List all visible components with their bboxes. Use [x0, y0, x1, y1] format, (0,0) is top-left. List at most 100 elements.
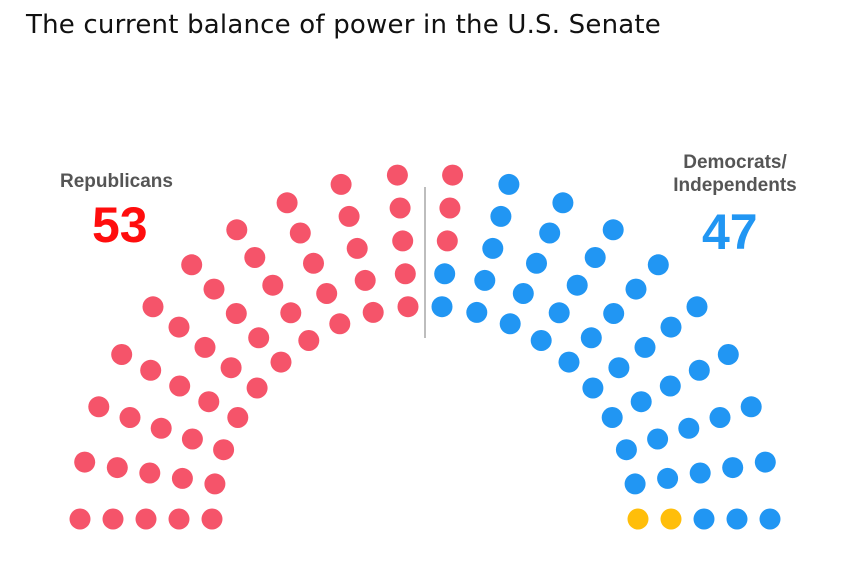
democrat-seat	[499, 313, 521, 335]
democrat-seat	[759, 508, 781, 530]
republican-seat	[111, 344, 133, 365]
republican-seat	[262, 274, 284, 296]
democrats-label-line: Democrats/	[683, 152, 787, 173]
democrat-seat	[530, 330, 552, 351]
republican-seat	[140, 359, 162, 381]
republican-seat	[439, 197, 461, 219]
democrat-seat	[717, 344, 739, 365]
democrat-seat	[688, 359, 710, 381]
democrat-seat	[602, 219, 624, 241]
democrats-independents-count: 47	[702, 204, 758, 260]
republican-seat	[362, 301, 384, 323]
republican-seat	[168, 316, 190, 338]
republican-seat	[203, 278, 225, 300]
democrat-seat	[482, 237, 504, 259]
democrat-seat	[722, 457, 744, 479]
republican-seat	[389, 197, 411, 219]
democrat-seat	[693, 508, 715, 530]
democrat-seat	[539, 222, 561, 244]
republican-seat	[392, 230, 414, 252]
democrat-seat	[615, 439, 637, 461]
democrat-seat	[608, 357, 630, 379]
democrat-seat	[634, 336, 656, 358]
republican-seat	[139, 462, 161, 484]
democrat-seat	[726, 508, 748, 530]
republican-seat	[397, 296, 419, 318]
republicans-label: Republicans	[60, 171, 173, 192]
republican-seat	[69, 508, 91, 530]
chart-title: The current balance of power in the U.S.…	[26, 10, 661, 40]
democrat-seat	[498, 173, 520, 195]
democrat-seat	[582, 377, 604, 399]
democrat-seat	[548, 302, 570, 324]
republican-seat	[102, 508, 124, 530]
republican-seat	[303, 252, 324, 274]
democrat-seat	[490, 205, 512, 227]
democrat-seat	[660, 316, 682, 338]
republican-seat	[442, 164, 464, 186]
democrat-seat	[431, 296, 453, 318]
republican-seat	[244, 247, 266, 268]
republican-seat	[298, 330, 320, 351]
republican-seat	[181, 254, 203, 276]
democrat-seat	[689, 462, 711, 484]
democrat-seat	[434, 263, 456, 285]
democrat-seat	[466, 301, 488, 323]
independent-seat	[660, 508, 682, 530]
republican-seat	[329, 313, 351, 335]
republican-seat	[270, 351, 292, 373]
republican-seat	[74, 451, 96, 473]
republican-seat	[119, 407, 141, 428]
republican-seat	[225, 303, 247, 324]
democrat-seat	[603, 303, 625, 324]
independents-label-line: Independents	[673, 175, 797, 196]
democrat-seat	[657, 467, 679, 489]
republican-seat	[227, 407, 249, 428]
democrat-seat	[552, 192, 574, 214]
republican-seat	[169, 375, 191, 397]
republican-seat	[181, 428, 203, 450]
republican-seat	[330, 173, 352, 195]
republican-seat	[198, 391, 220, 413]
republican-seat	[248, 327, 270, 349]
democrat-seat	[526, 252, 547, 274]
republican-seat	[289, 222, 311, 244]
democrat-seat	[625, 278, 647, 300]
democrat-seat	[584, 247, 606, 268]
independent-seat	[627, 508, 649, 530]
republican-seat	[88, 396, 110, 418]
republicans-count: 53	[92, 197, 148, 253]
republican-seat	[204, 473, 226, 495]
democrat-seat	[601, 407, 623, 428]
democrat-seat	[740, 396, 762, 418]
republican-seat	[201, 508, 223, 530]
democrat-seat	[709, 407, 731, 428]
republican-seat	[194, 336, 216, 358]
democrat-seat	[686, 296, 708, 318]
republican-seat	[220, 357, 242, 379]
democrat-seat	[659, 375, 681, 397]
democrat-seat	[512, 283, 534, 304]
republican-seat	[280, 302, 302, 324]
democrat-seat	[678, 417, 700, 439]
democrat-seat	[474, 269, 496, 291]
republican-seat	[316, 283, 338, 304]
republican-seat	[246, 377, 268, 399]
republican-seat	[226, 219, 248, 241]
democrat-seat	[630, 391, 652, 413]
republican-seat	[150, 417, 172, 439]
republican-seat	[436, 230, 458, 252]
republican-seat	[171, 467, 193, 489]
republican-seat	[346, 237, 368, 259]
republican-seat	[168, 508, 190, 530]
republican-seat	[354, 269, 376, 291]
democrat-seat	[566, 274, 588, 296]
democrat-seat	[754, 451, 776, 473]
democrat-seat	[624, 473, 646, 495]
republican-seat	[106, 457, 128, 479]
democrat-seat	[647, 254, 669, 276]
democrat-seat	[647, 428, 669, 450]
republican-seat	[386, 164, 408, 186]
republican-seat	[338, 205, 360, 227]
